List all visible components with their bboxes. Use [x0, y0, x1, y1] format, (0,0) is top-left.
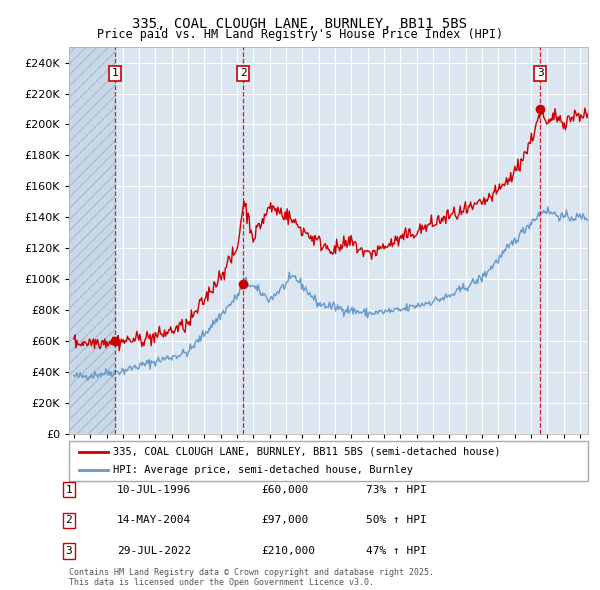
Text: 335, COAL CLOUGH LANE, BURNLEY, BB11 5BS (semi-detached house): 335, COAL CLOUGH LANE, BURNLEY, BB11 5BS… — [113, 447, 500, 457]
FancyBboxPatch shape — [69, 441, 588, 481]
Text: 1: 1 — [112, 68, 119, 78]
Text: 335, COAL CLOUGH LANE, BURNLEY, BB11 5BS: 335, COAL CLOUGH LANE, BURNLEY, BB11 5BS — [133, 17, 467, 31]
Text: 47% ↑ HPI: 47% ↑ HPI — [366, 546, 427, 556]
Text: 1: 1 — [65, 485, 73, 494]
Text: 73% ↑ HPI: 73% ↑ HPI — [366, 485, 427, 494]
Text: £97,000: £97,000 — [261, 516, 308, 525]
Text: £60,000: £60,000 — [261, 485, 308, 494]
Text: HPI: Average price, semi-detached house, Burnley: HPI: Average price, semi-detached house,… — [113, 465, 413, 475]
Text: £210,000: £210,000 — [261, 546, 315, 556]
Text: 3: 3 — [537, 68, 544, 78]
Text: Contains HM Land Registry data © Crown copyright and database right 2025.
This d: Contains HM Land Registry data © Crown c… — [69, 568, 434, 587]
Text: Price paid vs. HM Land Registry's House Price Index (HPI): Price paid vs. HM Land Registry's House … — [97, 28, 503, 41]
Text: 14-MAY-2004: 14-MAY-2004 — [117, 516, 191, 525]
Text: 2: 2 — [240, 68, 247, 78]
Bar — [69, 47, 115, 434]
Text: 10-JUL-1996: 10-JUL-1996 — [117, 485, 191, 494]
Text: 50% ↑ HPI: 50% ↑ HPI — [366, 516, 427, 525]
Text: 3: 3 — [65, 546, 73, 556]
Text: 29-JUL-2022: 29-JUL-2022 — [117, 546, 191, 556]
Text: 2: 2 — [65, 516, 73, 525]
